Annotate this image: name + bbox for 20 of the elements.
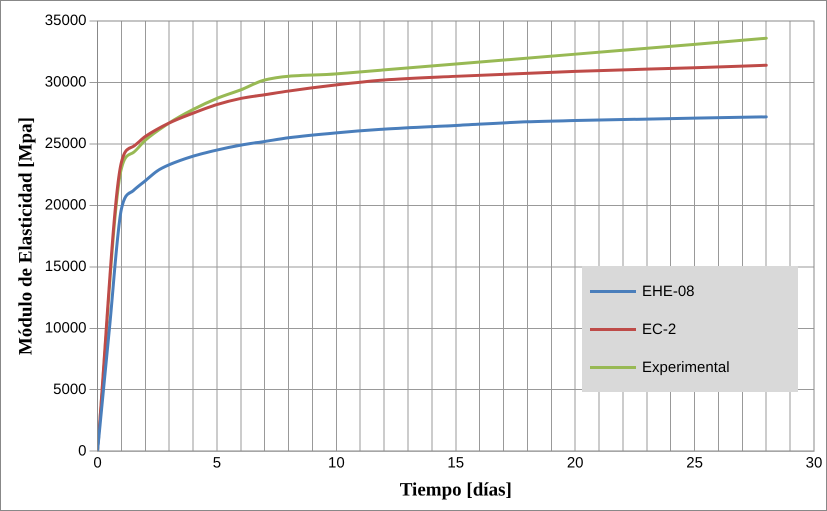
x-tick-label: 15 xyxy=(447,454,464,472)
x-tick-label: 30 xyxy=(806,454,822,472)
x-tick-label: 0 xyxy=(93,454,102,472)
y-tick-label: 5000 xyxy=(53,380,87,398)
y-tick-label: 20000 xyxy=(44,196,87,214)
x-tick-label: 25 xyxy=(686,454,703,472)
y-tick-label: 15000 xyxy=(44,258,87,275)
legend-label: EHE-08 xyxy=(642,282,695,300)
legend-label: Experimental xyxy=(642,358,730,376)
x-tick-label: 5 xyxy=(212,454,222,472)
y-axis-title: Módulo de Elasticidad [Mpa] xyxy=(15,117,36,356)
y-tick-label: 35000 xyxy=(44,12,87,30)
x-tick-label: 10 xyxy=(328,454,345,472)
y-tick-label: 0 xyxy=(78,442,87,460)
y-tick-label: 25000 xyxy=(44,135,87,152)
x-axis-title: Tiempo [días] xyxy=(400,480,512,501)
legend-label: EC-2 xyxy=(642,320,676,338)
y-tick-label: 30000 xyxy=(44,74,87,91)
y-tick-label: 10000 xyxy=(44,319,87,336)
x-tick-label: 20 xyxy=(566,454,584,472)
